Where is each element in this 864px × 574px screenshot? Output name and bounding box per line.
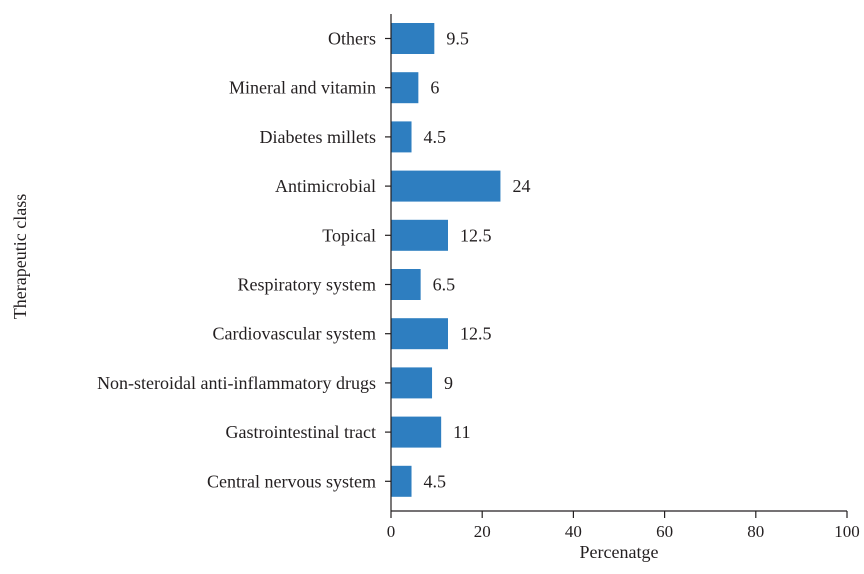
data-label: 6	[430, 78, 439, 98]
category-label: Non-steroidal anti-inflammatory drugs	[97, 373, 376, 393]
bar	[391, 219, 448, 251]
data-label: 4.5	[424, 471, 447, 491]
data-label: 11	[453, 422, 470, 442]
x-tick-label: 100	[834, 522, 860, 541]
category-label: Mineral and vitamin	[229, 78, 376, 98]
bar	[391, 121, 412, 153]
data-label: 12.5	[460, 225, 492, 245]
x-tick-label: 60	[656, 522, 673, 541]
category-label: Respiratory system	[238, 275, 376, 295]
data-label: 9.5	[446, 29, 469, 49]
data-label: 6.5	[433, 275, 456, 295]
category-label: Topical	[322, 225, 376, 245]
bar	[391, 23, 435, 54]
category-label: Cardiovascular system	[213, 324, 376, 344]
bars-layer	[391, 23, 501, 497]
bar	[391, 170, 501, 202]
x-axis-title: Percenatge	[580, 542, 659, 562]
data-label: 12.5	[460, 324, 492, 344]
labels-layer: Others 9.5 Mineral and vitamin 6 Diabetes mi…	[97, 29, 530, 492]
x-tick-label: 80	[747, 522, 764, 541]
category-label: Central nervous system	[207, 471, 376, 491]
data-label: 24	[512, 176, 530, 196]
x-tick-label: 0	[387, 522, 396, 541]
category-label: Diabetes millets	[260, 127, 376, 147]
bar	[391, 416, 442, 448]
x-tick-label: 40	[565, 522, 582, 541]
bar	[391, 269, 421, 300]
category-label: Antimicrobial	[275, 176, 376, 196]
category-label: Gastrointestinal tract	[226, 422, 376, 442]
bar	[391, 318, 448, 350]
bar	[391, 465, 412, 497]
category-label: Others	[328, 29, 376, 49]
axes-layer	[390, 14, 847, 512]
ticks-layer: 0 20 40 60 80 100	[385, 37, 860, 541]
bar	[391, 367, 433, 399]
data-label: 4.5	[424, 127, 447, 147]
x-tick-label: 20	[474, 522, 491, 541]
y-axis-title: Therapeutic class	[10, 194, 30, 319]
data-label: 9	[444, 373, 453, 393]
bar	[391, 72, 419, 104]
